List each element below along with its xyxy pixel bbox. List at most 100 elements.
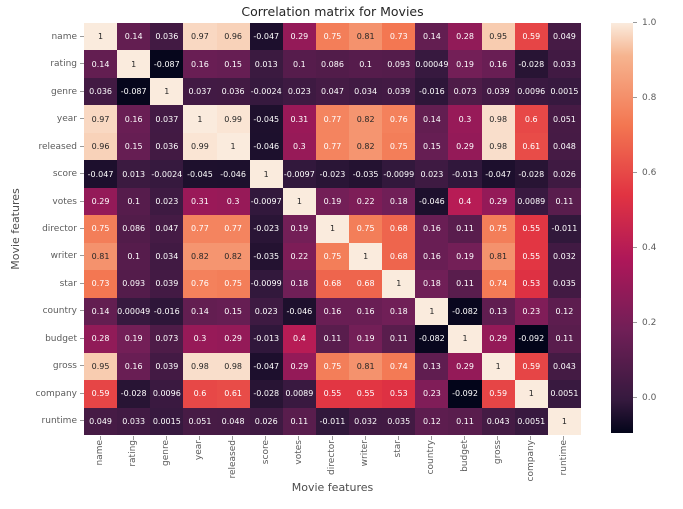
heatmap-cell: 0.98: [183, 352, 217, 381]
cell-value: 0.22: [290, 251, 309, 261]
cell-value: 0.026: [552, 169, 576, 179]
cell-value: 0.0015: [550, 87, 579, 97]
cell-value: 0.032: [552, 251, 576, 261]
heatmap-cell: 0.013: [249, 50, 283, 78]
heatmap-cell: 0.051: [547, 105, 581, 133]
cell-value: 0.1: [127, 197, 141, 207]
x-tick-label: director: [327, 440, 337, 475]
cell-value: 0.013: [122, 169, 146, 179]
heatmap-cell: 0.4: [448, 187, 482, 216]
x-tick-label: writer: [360, 440, 371, 467]
cell-value: 0.53: [389, 389, 408, 399]
tick-mark: [80, 393, 84, 394]
heatmap-cell: 0.049: [84, 407, 118, 435]
cell-value: 0.23: [522, 306, 541, 316]
heatmap-cell: 0.048: [547, 132, 581, 161]
x-tick-label: released: [227, 440, 238, 479]
cell-value: 0.11: [456, 279, 474, 289]
cell-value: 1: [296, 197, 302, 207]
cell-value: 0.59: [522, 361, 541, 371]
heatmap-cell: 0.1: [349, 50, 383, 78]
colorbar-tick-label: 0.2: [642, 317, 657, 328]
tick-mark: [633, 22, 637, 23]
cell-value: 0.16: [422, 224, 441, 234]
cell-value: -0.082: [452, 306, 478, 316]
heatmap-cell: 0.093: [117, 270, 151, 298]
tick-mark: [80, 365, 84, 366]
cell-value: 0.29: [489, 334, 508, 344]
heatmap-cell: 0.29: [282, 352, 316, 381]
heatmap-cell: 1: [216, 132, 250, 161]
cell-value: 0.75: [323, 361, 342, 371]
cell-value: 0.035: [552, 279, 576, 289]
cell-value: 0.023: [254, 306, 278, 316]
heatmap-cell: 0.68: [349, 270, 383, 298]
tick-mark: [633, 172, 637, 173]
heatmap-cell: 0.15: [415, 132, 449, 161]
cell-value: 0.023: [155, 197, 179, 207]
cell-value: 0.55: [323, 389, 342, 399]
heatmap-cell: 0.034: [349, 77, 383, 106]
heatmap-cell: -0.028: [514, 50, 548, 78]
cell-value: 0.00049: [117, 306, 151, 316]
heatmap-cell: 0.81: [84, 242, 118, 271]
y-tick-label: rating: [50, 59, 77, 70]
cell-value: 0.1: [292, 59, 306, 69]
heatmap-cell: 0.00049: [415, 50, 449, 78]
heatmap-cell: 0.29: [84, 187, 118, 216]
cell-value: 0.98: [489, 114, 508, 124]
cell-value: 0.96: [224, 32, 242, 42]
cell-value: 1: [131, 59, 137, 69]
cell-value: 0.14: [91, 306, 110, 316]
heatmap-cell: -0.0097: [249, 187, 283, 216]
cell-value: 0.036: [89, 87, 113, 97]
cell-value: 0.76: [191, 279, 209, 289]
x-tick-label: runtime: [558, 440, 569, 476]
tick-mark: [80, 91, 84, 92]
heatmap-cell: 0.95: [84, 352, 118, 381]
heatmap-cell: 0.3: [448, 105, 482, 133]
heatmap-cell: -0.092: [448, 380, 482, 408]
heatmap-cell: 0.19: [315, 187, 350, 216]
heatmap-cell: 0.82: [216, 242, 250, 271]
heatmap-cell: 0.15: [216, 297, 250, 326]
cell-value: 0.11: [555, 197, 574, 207]
heatmap-cell: 0.039: [150, 352, 184, 381]
cell-value: -0.0024: [151, 169, 183, 179]
cell-value: 0.048: [552, 142, 576, 152]
x-axis-label: Movie features: [291, 481, 374, 494]
cell-value: 0.55: [356, 389, 375, 399]
cell-value: 0.037: [155, 114, 179, 124]
cell-value: 0.16: [356, 306, 375, 316]
y-tick-label: writer: [50, 251, 77, 262]
cell-value: -0.0024: [250, 87, 282, 97]
x-tick-label: score: [260, 440, 271, 465]
heatmap-cell: 0.76: [382, 105, 416, 133]
x-tick-label: star: [393, 440, 404, 458]
heatmap-cell: 0.14: [117, 23, 151, 51]
heatmap-cell: 0.039: [382, 77, 416, 106]
cell-value: 1: [197, 114, 203, 124]
heatmap-cell: 0.16: [315, 297, 350, 326]
x-tick-label: votes: [293, 440, 304, 465]
heatmap-cell: 0.77: [315, 132, 350, 161]
heatmap-cell: 0.033: [547, 50, 581, 78]
heatmap-cell: -0.016: [415, 77, 449, 106]
heatmap-cell: 0.3: [183, 325, 217, 353]
cell-value: 0.15: [124, 142, 143, 152]
cell-value: 0.043: [486, 416, 510, 426]
tick-mark: [80, 63, 84, 64]
cell-value: 0.051: [552, 114, 576, 124]
heatmap-cell: 0.047: [150, 215, 184, 243]
heatmap-cell: 0.13: [415, 352, 449, 381]
cell-value: -0.046: [286, 306, 313, 316]
heatmap-cell: 0.14: [415, 105, 449, 133]
heatmap-cell: 0.95: [481, 23, 515, 51]
tick-mark: [464, 436, 465, 440]
heatmap-cell: 0.4: [282, 325, 316, 353]
cell-value: 1: [462, 334, 468, 344]
cell-value: 0.034: [155, 251, 179, 261]
cell-value: 0.19: [323, 197, 342, 207]
heatmap-cell: 0.16: [183, 50, 217, 78]
